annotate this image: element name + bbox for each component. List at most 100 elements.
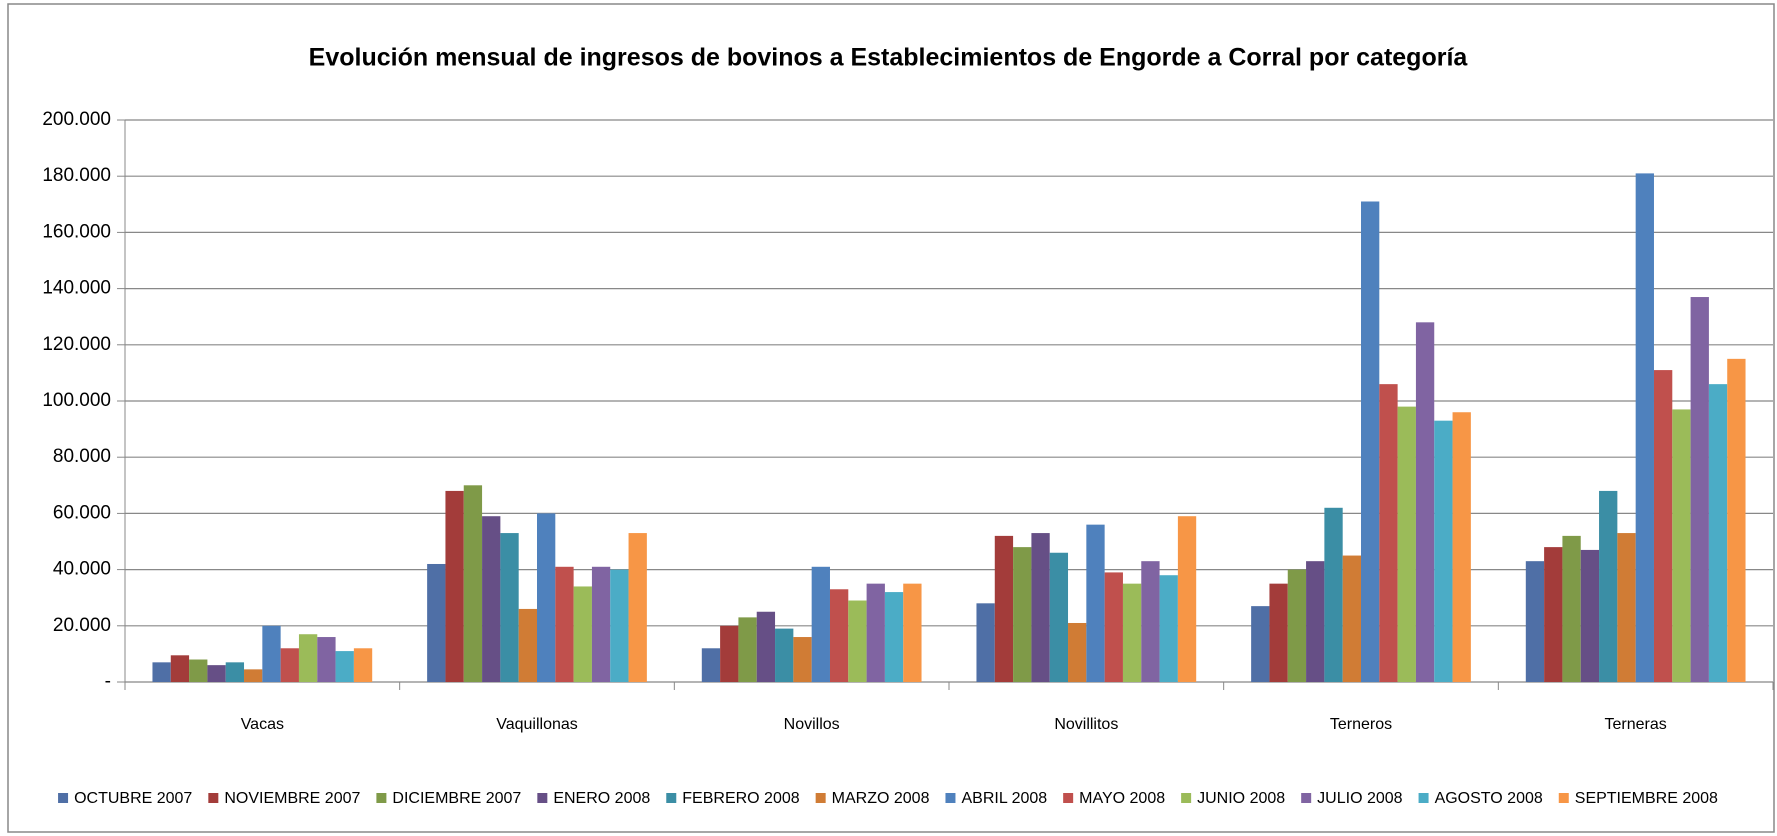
bar	[1415, 322, 1435, 682]
bar	[1452, 412, 1471, 682]
legend-swatch	[537, 793, 548, 803]
y-tick-label: 160.000	[42, 221, 111, 242]
bar	[353, 648, 373, 682]
legend-swatch	[58, 793, 69, 803]
bar	[591, 566, 611, 682]
bar	[463, 485, 483, 682]
legend-swatch	[815, 793, 826, 803]
bar	[482, 516, 501, 682]
bar	[884, 592, 904, 682]
bar	[1562, 535, 1581, 682]
bar	[1361, 201, 1380, 683]
bar	[1122, 583, 1142, 682]
legend-label: AGOSTO 2008	[1435, 790, 1543, 807]
bar	[1379, 384, 1398, 682]
legend-label: ENERO 2008	[553, 790, 650, 807]
bar	[1727, 358, 1746, 682]
bar	[903, 583, 922, 682]
legend-label: OCTUBRE 2007	[74, 790, 192, 807]
bar	[1342, 555, 1361, 682]
bar	[518, 608, 537, 682]
legend-swatch	[1418, 793, 1429, 803]
legend-swatch	[1301, 793, 1312, 803]
bar	[427, 563, 446, 682]
bar	[1104, 572, 1123, 682]
bar	[152, 662, 171, 682]
legend-label: SEPTIEMBRE 2008	[1575, 790, 1718, 807]
bar	[1324, 507, 1343, 682]
legend-swatch	[376, 793, 387, 803]
bar	[811, 566, 830, 682]
bar	[207, 665, 226, 682]
y-tick-label: 200.000	[42, 109, 111, 130]
bar	[738, 617, 757, 682]
bar	[866, 583, 885, 682]
legend-swatch	[1181, 793, 1192, 803]
chart-title: Evolución mensual de ingresos de bovinos…	[309, 44, 1469, 72]
legend-label: FEBRERO 2008	[682, 790, 799, 807]
bar	[317, 637, 336, 682]
bar	[1306, 561, 1325, 682]
bar	[994, 535, 1014, 682]
bar	[170, 655, 190, 682]
y-tick-label: -	[105, 671, 111, 692]
y-tick-label: 20.000	[53, 615, 111, 636]
y-tick-label: 60.000	[53, 502, 111, 523]
bar	[848, 600, 867, 682]
bar	[1635, 173, 1654, 682]
legend: OCTUBRE 2007 NOVIEMBRE 2007 DICIEMBRE 2007…	[58, 790, 1718, 807]
bar	[1031, 533, 1050, 682]
bar	[793, 637, 812, 682]
legend-label: NOVIEMBRE 2007	[224, 790, 360, 807]
bar	[1525, 561, 1545, 682]
bar	[1617, 533, 1636, 682]
legend-swatch	[1063, 793, 1074, 803]
bar	[1269, 583, 1288, 682]
bar	[1177, 516, 1197, 682]
bar	[573, 586, 592, 682]
legend-label: MAYO 2008	[1079, 790, 1165, 807]
x-tick-label: Novillitos	[1054, 716, 1118, 733]
legend-label: MARZO 2008	[832, 790, 930, 807]
legend-swatch	[945, 793, 956, 803]
bar	[445, 490, 464, 682]
y-tick-label: 40.000	[53, 559, 111, 580]
legend-label: JUNIO 2008	[1197, 790, 1285, 807]
bar	[1708, 384, 1728, 682]
y-tick-label: 100.000	[42, 390, 111, 411]
bar	[244, 669, 263, 682]
bar	[500, 533, 519, 682]
x-tick-label: Vaquillonas	[496, 716, 578, 733]
y-tick-label: 180.000	[42, 165, 111, 186]
bar	[1690, 297, 1709, 682]
legend-swatch	[1558, 793, 1569, 803]
bar	[1086, 524, 1105, 682]
bar	[555, 566, 574, 682]
bar	[1653, 370, 1673, 682]
bar	[1434, 420, 1453, 682]
bar	[335, 651, 354, 682]
bar	[1013, 547, 1032, 682]
bar	[829, 589, 849, 682]
bar	[537, 513, 556, 682]
bar	[1580, 549, 1600, 682]
y-tick-label: 80.000	[53, 446, 111, 467]
bar	[1049, 552, 1069, 682]
y-tick-label: 120.000	[42, 334, 111, 355]
bar	[1397, 406, 1416, 682]
bar	[720, 625, 739, 682]
bar	[298, 634, 318, 682]
bar	[976, 603, 995, 682]
bar	[1159, 575, 1178, 682]
bar	[628, 533, 647, 682]
bar	[1068, 622, 1087, 682]
bar	[1672, 409, 1691, 682]
bar	[1599, 490, 1618, 682]
bar	[189, 659, 208, 682]
bar	[701, 648, 721, 682]
chart-border	[7, 3, 1775, 833]
x-tick-label: Terneras	[1605, 716, 1667, 733]
x-tick-label: Novillos	[784, 716, 840, 733]
legend-swatch	[666, 793, 677, 803]
bar	[1544, 547, 1563, 682]
